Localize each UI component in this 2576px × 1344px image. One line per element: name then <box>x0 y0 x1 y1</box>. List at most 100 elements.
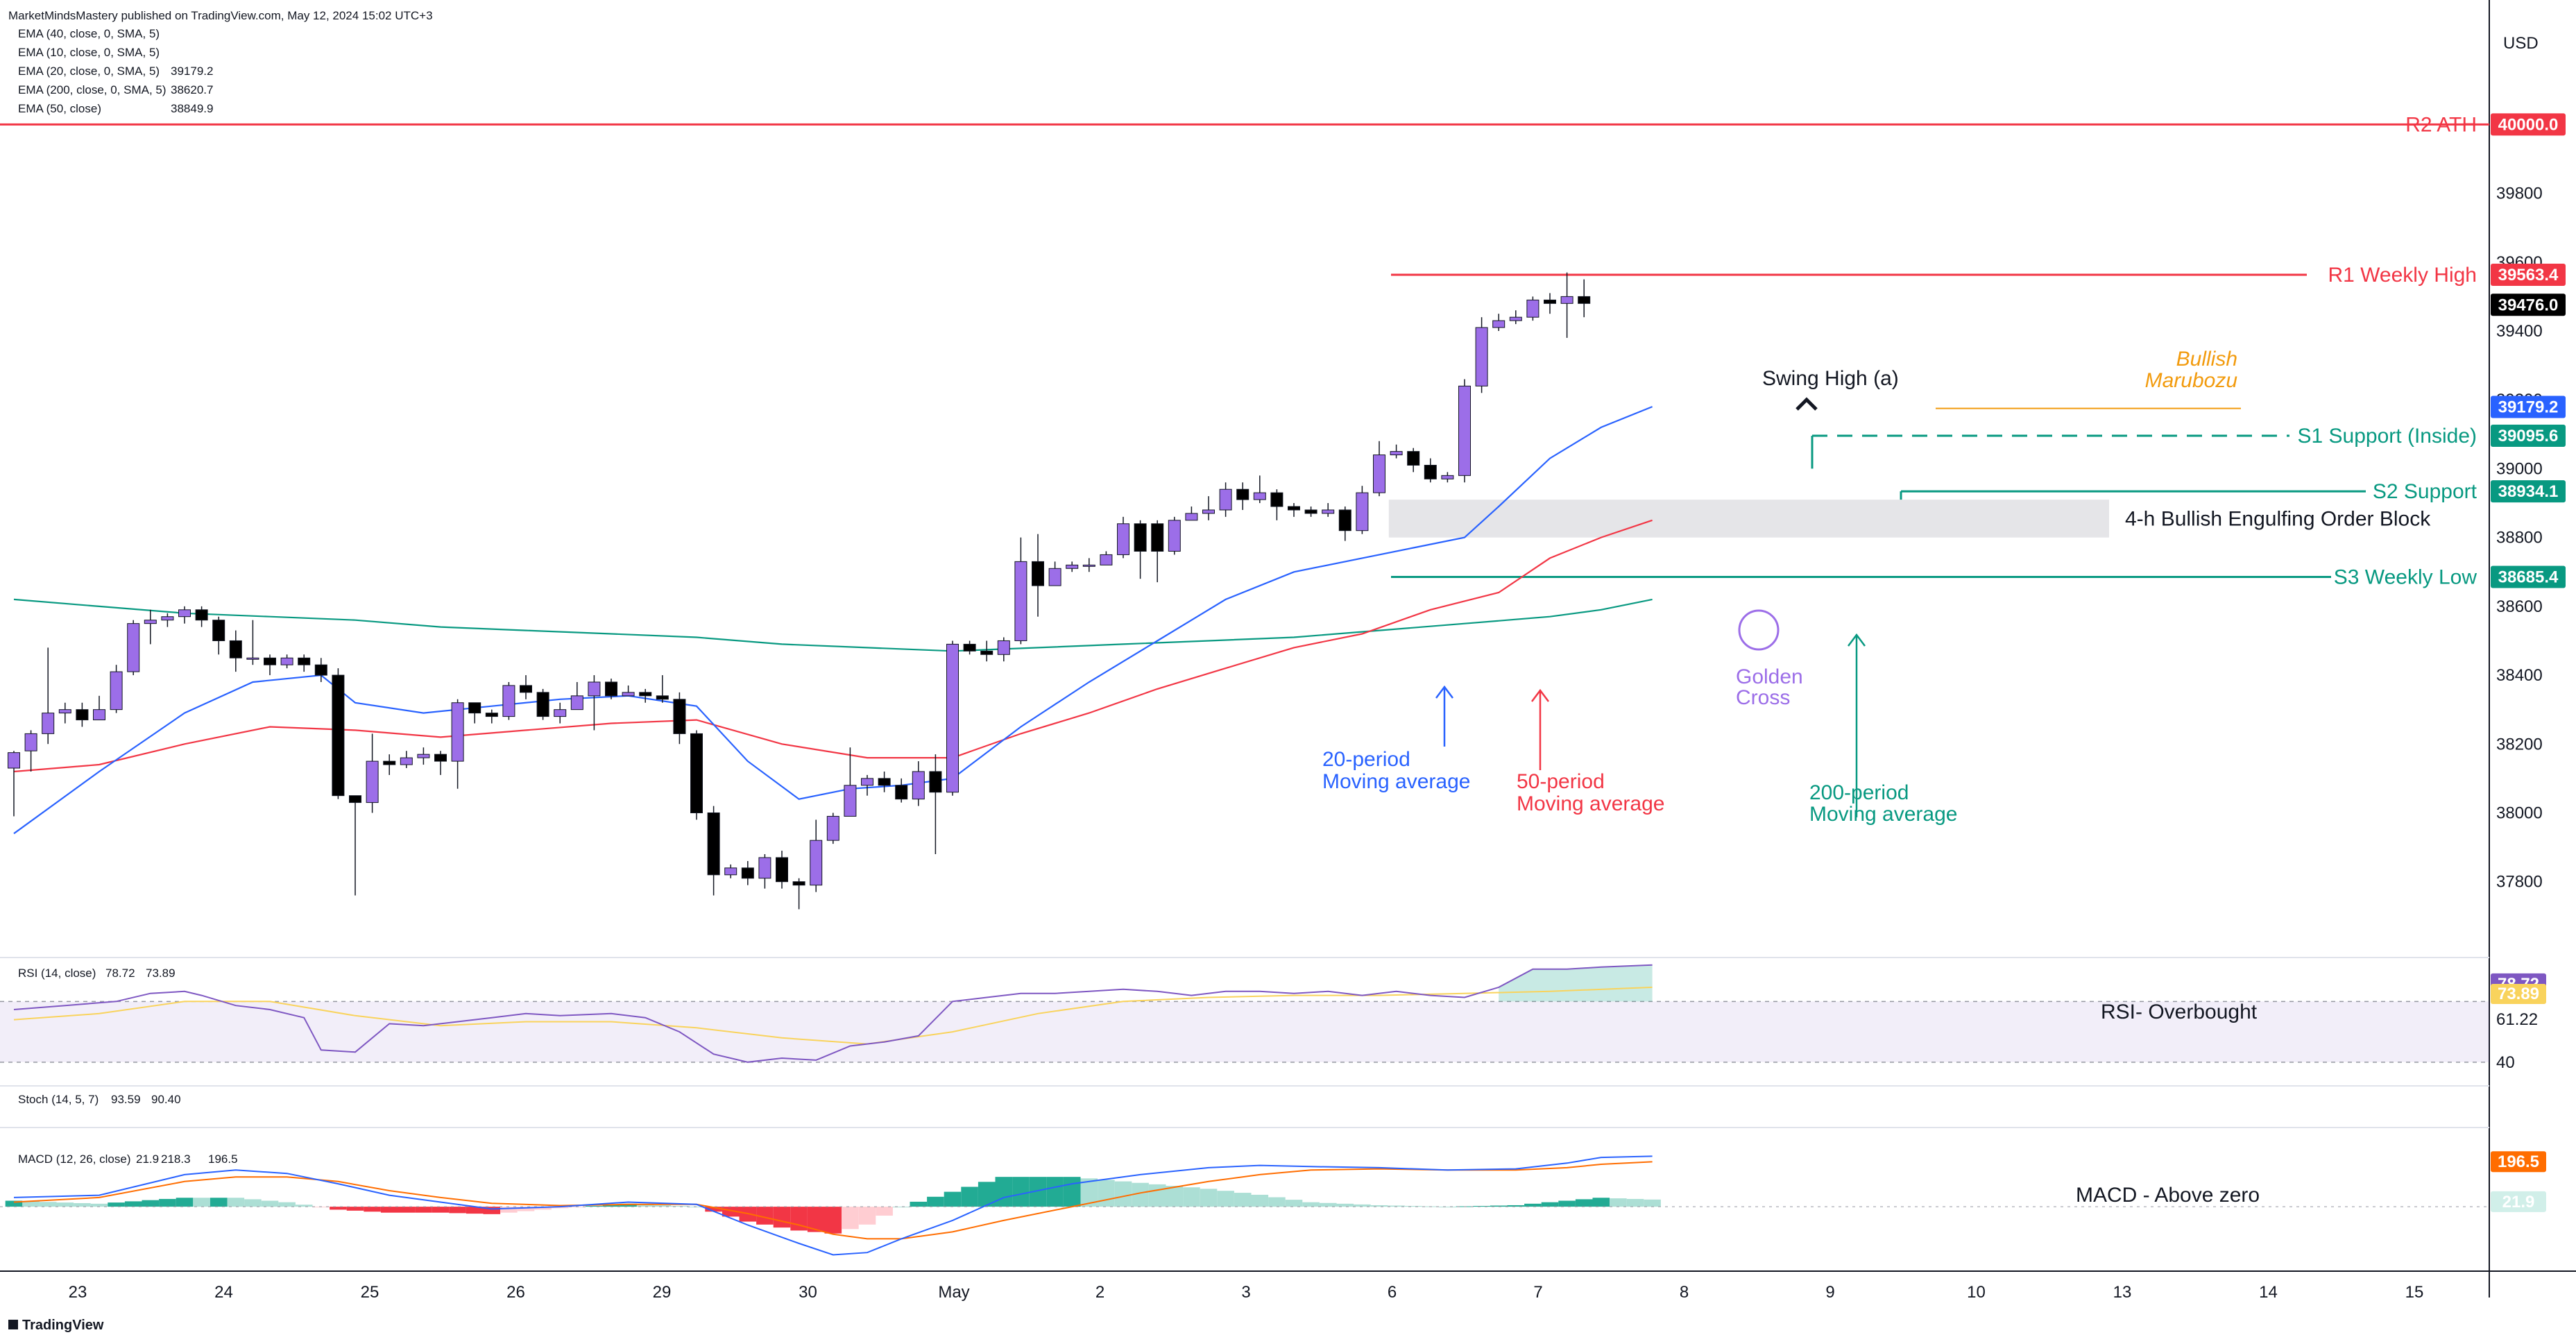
candle-body <box>826 815 839 841</box>
macd-histogram-bar <box>278 1202 296 1207</box>
macd-histogram-bar <box>449 1207 466 1214</box>
tradingview-logo: TradingView <box>8 1318 104 1333</box>
candle-body <box>400 757 413 765</box>
macd-histogram-bar <box>620 1203 637 1207</box>
price-label-box <box>2491 113 2566 136</box>
candle-body <box>895 785 908 800</box>
candle-body <box>1373 454 1385 493</box>
r2-label: R2 ATH <box>2405 113 2477 136</box>
marubozu-label-2: Marubozu <box>2145 369 2238 392</box>
candle-body <box>212 620 225 641</box>
macd-histogram-bar <box>1268 1197 1286 1207</box>
time-tick-label: 3 <box>1241 1283 1250 1302</box>
macd-histogram-bar <box>1114 1181 1132 1207</box>
golden-cross-label-1: Golden <box>1736 665 1803 688</box>
macd-histogram-bar <box>910 1201 928 1207</box>
price-tick-label: 39000 <box>2496 459 2543 478</box>
candle-body <box>673 699 686 734</box>
legend-value: 38620.7 <box>171 83 213 96</box>
candle-body <box>93 709 105 721</box>
legend-label: EMA (20, close, 0, SMA, 5) <box>18 65 160 78</box>
time-tick-label: 26 <box>506 1283 525 1302</box>
candle-body <box>8 752 20 769</box>
time-tick-label: 7 <box>1533 1283 1542 1302</box>
currency-label: USD <box>2503 34 2539 53</box>
time-tick-label: 25 <box>361 1283 379 1302</box>
macd-histogram-bar <box>961 1186 978 1207</box>
candle-body <box>110 671 123 711</box>
candle-body <box>792 881 805 886</box>
time-tick-label: 8 <box>1680 1283 1689 1302</box>
publisher-line: MarketMindsMastery published on TradingV… <box>8 9 433 22</box>
candle-body <box>298 657 311 665</box>
macd-histogram-bar <box>142 1200 160 1207</box>
candle-body <box>1578 296 1591 304</box>
candle-body <box>1475 327 1488 386</box>
candle-body <box>42 713 55 734</box>
time-tick-label: 13 <box>2113 1283 2132 1302</box>
macd-histogram-bar <box>1473 1206 1490 1207</box>
macd-histogram-bar <box>261 1200 279 1207</box>
candles <box>8 272 1591 910</box>
candle-body <box>1014 561 1027 641</box>
macd-histogram-bar <box>858 1207 876 1225</box>
candle-body <box>690 733 703 813</box>
macd-line <box>13 1155 1653 1256</box>
legend-label: EMA (200, close, 0, SMA, 5) <box>18 83 167 96</box>
macd-legend-macd: 218.3 <box>161 1152 191 1166</box>
ema20-label-1: 20-period <box>1322 748 1410 771</box>
ema200-arrow-head <box>1848 633 1866 647</box>
macd-histogram-bar <box>159 1198 176 1207</box>
candle-body <box>349 795 361 803</box>
macd-histogram-bar <box>500 1207 518 1213</box>
price-tick-label: 39400 <box>2496 322 2543 341</box>
macd-histogram-bar <box>1336 1203 1354 1207</box>
price-label-box <box>2491 294 2566 316</box>
macd-histogram-bar <box>927 1196 944 1207</box>
macd-histogram-bar <box>364 1207 381 1212</box>
macd-histogram-bar <box>1251 1194 1269 1207</box>
candle-body <box>1066 564 1079 569</box>
golden-cross-circle <box>1738 609 1780 651</box>
time-tick-label: 15 <box>2405 1283 2424 1302</box>
candle-body <box>1219 488 1232 511</box>
candle-body <box>24 733 37 751</box>
macd-histogram-bar <box>1558 1200 1576 1207</box>
candle-body <box>434 754 447 762</box>
candle-body <box>844 785 857 817</box>
rsi-legend-label: RSI (14, close) <box>18 967 96 980</box>
candle-body <box>417 754 430 758</box>
price-labels: 40000.0 39563.4 39476.0 39179.2 39095.6 38934… <box>2491 113 2566 588</box>
candle-body <box>520 685 532 693</box>
candle-body <box>1270 492 1283 507</box>
chart-annotations: 4-h Bullish Engulfing Order Block R2 ATH R… <box>1322 113 2477 826</box>
candle-body <box>980 650 993 655</box>
candle-body <box>536 692 549 717</box>
macd-histogram-bar <box>1354 1204 1371 1207</box>
macd-histogram-bar <box>39 1202 57 1207</box>
candle-body <box>1082 564 1095 567</box>
candle-body <box>502 685 515 717</box>
macd-value-box <box>2491 1151 2546 1173</box>
legend-value: 39179.2 <box>171 65 213 78</box>
candle-body <box>1117 523 1129 555</box>
macd-histogram-bar <box>346 1207 364 1211</box>
time-tick-label: 9 <box>1825 1283 1834 1302</box>
macd-histogram-bar <box>636 1204 654 1207</box>
time-axis: 23 24 25 26 29 30 May 2 3 6 7 8 9 10 13 14 15 <box>69 1283 2424 1302</box>
candle-body <box>1441 475 1454 479</box>
macd-histogram-bar <box>995 1177 1013 1207</box>
s3-label: S3 Weekly Low <box>2334 565 2477 588</box>
tradingview-logo-icon <box>8 1320 18 1329</box>
rsi-tick-label: 40 <box>2496 1053 2515 1072</box>
macd-signal-line <box>13 1161 1653 1240</box>
macd-histogram-bar <box>824 1207 842 1234</box>
price-tick-label: 38600 <box>2496 597 2543 616</box>
support-resistance-levels <box>0 123 2489 578</box>
macd-histogram-bar <box>90 1203 108 1207</box>
rsi-line <box>13 964 1653 1063</box>
macd-histogram-bar <box>1490 1205 1508 1207</box>
macd-value-box-text: 196.5 <box>2498 1152 2539 1171</box>
hist-value-box-text: 21.9 <box>2502 1193 2535 1211</box>
